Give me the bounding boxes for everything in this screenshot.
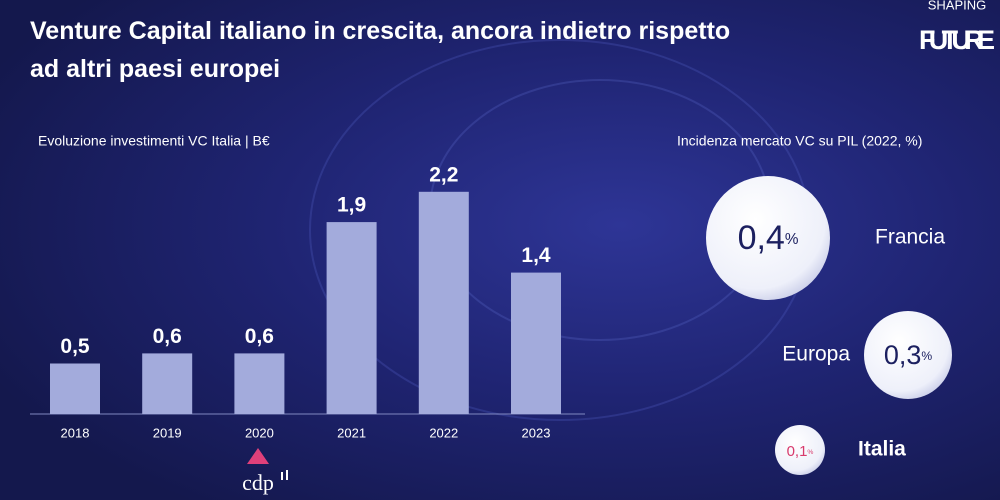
title-line: Venture Capital italiano in crescita, an…	[30, 17, 730, 45]
bubble	[775, 425, 825, 475]
logo-mark	[286, 470, 288, 480]
value-label: 1,4	[521, 244, 551, 267]
value-label: 0,1%	[787, 443, 814, 460]
bar	[50, 363, 100, 414]
value-label: 2,2	[429, 163, 458, 186]
value-number: 0,1	[787, 443, 808, 460]
category-label: Europa	[782, 343, 850, 366]
chart-subtitle: Incidenza mercato VC su PIL (2022, %)	[677, 133, 922, 149]
x-tick-label: 2023	[522, 425, 551, 440]
x-tick-label: 2020	[245, 425, 274, 440]
chart-subtitle: Evoluzione investimenti VC Italia | B€	[38, 133, 270, 149]
logo-mark	[281, 472, 283, 480]
value-number: 0,3	[884, 340, 922, 370]
value-unit: %	[807, 449, 813, 456]
value-label: 0,4%	[738, 219, 799, 257]
x-tick-label: 2019	[153, 425, 182, 440]
value-label: 0,5	[60, 335, 90, 358]
source-logo: cdp	[242, 470, 274, 495]
title-line: ad altri paesi europei	[30, 55, 280, 83]
bar	[326, 222, 377, 414]
bar	[142, 353, 193, 414]
value-label: 0,6	[245, 325, 274, 348]
title: Venture Capital italiano in crescita, an…	[30, 17, 730, 83]
bar	[511, 272, 561, 414]
brand-top: SHAPING	[928, 0, 987, 12]
bubble	[706, 176, 830, 300]
x-tick-label: 2021	[337, 425, 366, 440]
bubble	[864, 311, 952, 399]
value-label: 0,6	[153, 325, 182, 348]
value-label: 0,3%	[884, 340, 933, 370]
value-number: 0,4	[738, 219, 785, 257]
bar	[418, 191, 469, 414]
x-tick-label: 2022	[429, 425, 458, 440]
category-label: Francia	[875, 226, 945, 249]
value-label: 1,9	[337, 194, 366, 217]
category-label: Italia	[858, 438, 906, 461]
value-unit: %	[921, 349, 932, 363]
logo-triangle	[247, 448, 269, 464]
value-unit: %	[785, 231, 799, 248]
bar	[234, 353, 285, 414]
brand-bottom: FUTURE	[919, 25, 995, 55]
x-tick-label: 2018	[61, 425, 90, 440]
